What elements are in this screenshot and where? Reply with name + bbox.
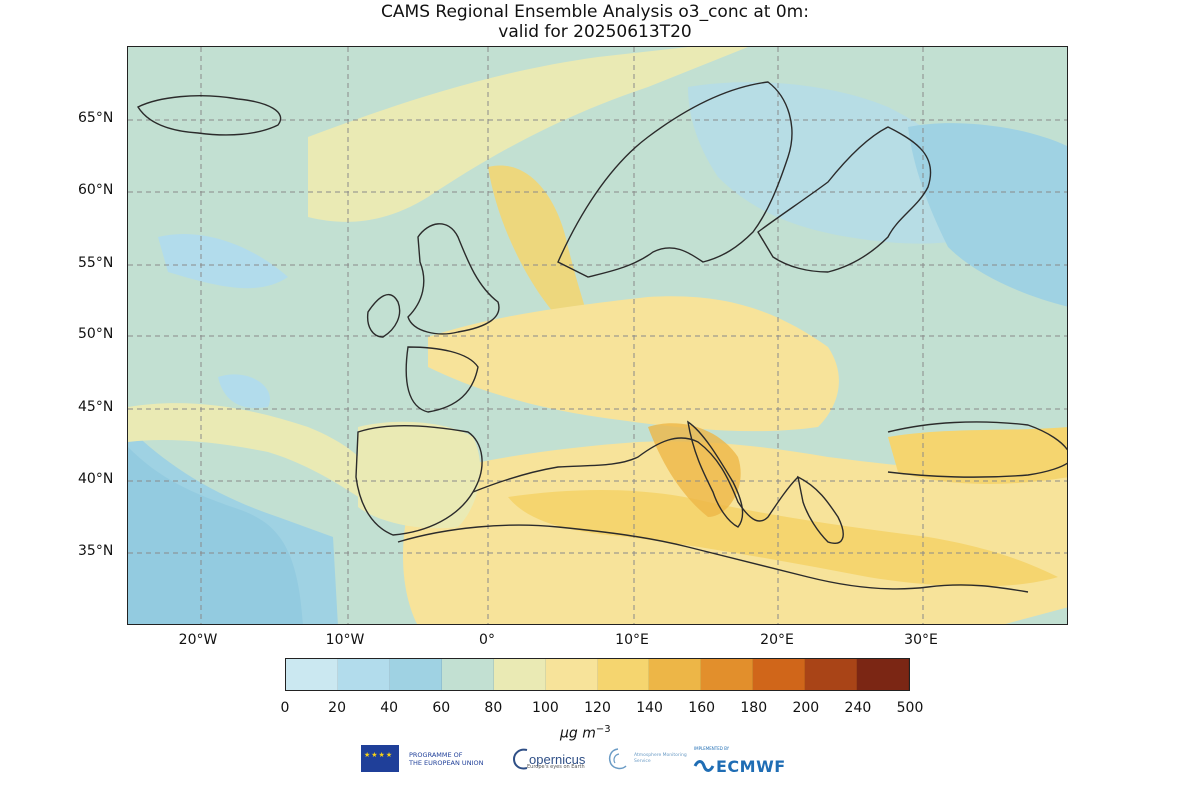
lon-tick-label: 10°W — [325, 632, 365, 648]
colorbar-swatch — [286, 659, 338, 690]
italy-high-patch — [648, 423, 741, 517]
cams-text: Atmosphere Monitoring Service — [634, 753, 687, 764]
lat-tick-label: 65°N — [78, 110, 114, 126]
colorbar-tick-label: 180 — [740, 700, 768, 716]
great-britain-coast — [407, 223, 500, 335]
lon-tick-label: 0° — [479, 632, 495, 648]
ecmwf-logo: IMPLEMENTED BY ECMWF — [692, 746, 786, 776]
atlantic-yellow-band — [128, 403, 388, 517]
copernicus-wordmark: opernicus — [529, 751, 586, 767]
lat-tick-label: 40°N — [78, 471, 114, 487]
colorbar-tick-label: 200 — [792, 700, 820, 716]
cams-logo: Atmosphere Monitoring Service — [606, 746, 694, 772]
baltic-coast — [757, 126, 932, 273]
colorbar-swatch — [597, 659, 650, 690]
lat-tick-label: 60°N — [78, 182, 114, 198]
lon-tick-label: 20°E — [760, 632, 794, 648]
units-exponent: −3 — [595, 724, 611, 735]
colorbar-tick-label: 60 — [432, 700, 451, 716]
colorbar — [285, 658, 910, 691]
colorbar-tick-label: 20 — [328, 700, 346, 716]
chart-title-line1: CAMS Regional Ensemble Analysis o3_conc … — [381, 2, 809, 22]
lat-tick-label: 35°N — [78, 543, 114, 559]
eu-line2: THE EUROPEAN UNION — [409, 758, 484, 767]
colorbar-tick-label: 120 — [584, 700, 611, 716]
copernicus-logo: opernicus Europe's eyes on Earth — [513, 746, 585, 772]
north-sea-band — [488, 165, 598, 347]
north-africa-coast — [397, 524, 1029, 593]
gridlines — [128, 47, 1067, 624]
north-atlantic-patch — [158, 233, 288, 289]
lat-tick-label: 45°N — [78, 399, 114, 415]
scandinavia-low-region — [688, 82, 998, 244]
eu-programme-logo: PROGRAMME OF THE EUROPEAN UNION — [361, 745, 489, 772]
units-text: µg m — [560, 725, 596, 742]
lat-tick-label: 55°N — [78, 255, 114, 271]
lat-tick-label: 50°N — [78, 326, 114, 342]
copernicus-tagline: Europe's eyes on Earth — [527, 764, 585, 770]
lon-tick-label: 20°W — [178, 632, 218, 648]
colorbar-swatch — [701, 659, 754, 690]
coastlines — [136, 81, 1067, 593]
colorbar-tick-label: 40 — [380, 700, 399, 716]
colorbar-swatch — [857, 659, 910, 690]
copernicus-c-icon — [513, 748, 528, 770]
colorbar-tick-label: 0 — [280, 700, 290, 716]
eu-line1: PROGRAMME OF — [409, 750, 463, 759]
colorbar-swatch — [753, 659, 806, 690]
colorbar-swatch — [545, 659, 598, 690]
iceland-coast — [136, 95, 282, 136]
chart-title-line2: valid for 20250613T20 — [498, 22, 692, 42]
ecmwf-wordmark: ECMWF — [716, 756, 786, 776]
colorbar-swatch — [337, 659, 390, 690]
north-atlantic-band — [308, 47, 748, 222]
colorbar-tick-label: 80 — [484, 700, 503, 716]
colorbar-tick-label: 140 — [636, 700, 663, 716]
ireland-coast — [366, 293, 401, 338]
colorbar-swatch — [389, 659, 442, 690]
ecmwf-wave-icon — [693, 760, 715, 772]
iberia-region — [358, 421, 481, 529]
ecmwf-implemented-by: IMPLEMENTED BY — [694, 746, 730, 751]
colorbar-swatch — [805, 659, 858, 690]
cams-swirl-icon — [608, 748, 627, 770]
colorbar-units: µg m−3 — [560, 724, 611, 742]
finland-russia-low-region — [908, 123, 1067, 307]
colorbar-swatch — [441, 659, 494, 690]
black-sea-coast — [887, 421, 1067, 478]
colorbar-swatch — [649, 659, 702, 690]
mediterranean-high-band — [508, 490, 1058, 587]
ozone-concentration-map — [127, 46, 1068, 625]
atlantic-lowest-region — [128, 447, 303, 624]
eu-flag-icon — [361, 745, 399, 772]
central-europe-region — [428, 296, 839, 432]
black-sea-region — [888, 427, 1067, 484]
lon-tick-label: 10°E — [615, 632, 649, 648]
italy-coast — [687, 420, 744, 528]
greece-coast — [797, 475, 844, 544]
colorbar-tick-label: 500 — [896, 700, 924, 716]
scandinavia-coast — [557, 81, 793, 278]
lon-tick-label: 30°E — [904, 632, 938, 648]
brittany-coast — [405, 346, 479, 413]
biscay-west-patch — [218, 374, 270, 409]
colorbar-tick-label: 160 — [688, 700, 716, 716]
colorbar-swatch — [493, 659, 546, 690]
eu-programme-text: PROGRAMME OF THE EUROPEAN UNION — [409, 751, 489, 767]
colorbar-tick-label: 240 — [844, 700, 872, 716]
map-canvas — [128, 47, 1067, 624]
colorbar-tick-label: 100 — [532, 700, 559, 716]
